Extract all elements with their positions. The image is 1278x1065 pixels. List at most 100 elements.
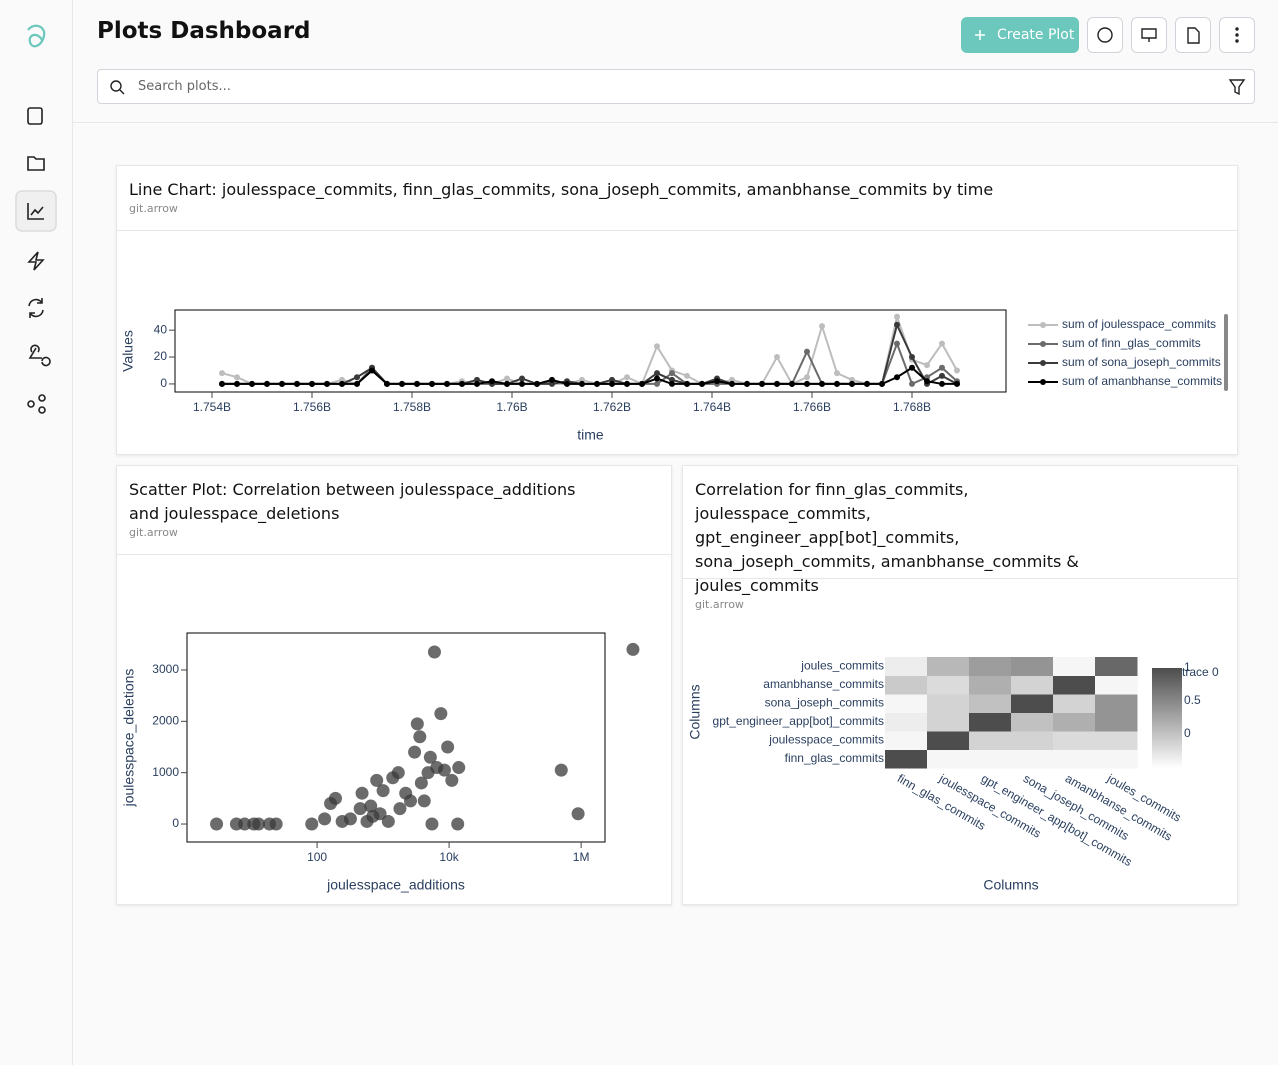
nav-icon[interactable]: [27, 203, 44, 220]
point: [339, 380, 345, 387]
point: [894, 321, 900, 328]
point: [381, 814, 395, 828]
point: [234, 380, 240, 387]
heatmap-cell: [927, 749, 970, 769]
divider: [683, 578, 1237, 579]
point: [654, 370, 660, 377]
x-tick-label: 1.762B: [593, 400, 631, 414]
nav-icon[interactable]: [27, 107, 43, 125]
nav-icon[interactable]: [27, 400, 35, 408]
point: [939, 380, 945, 387]
heatmap-cell: [885, 712, 928, 732]
point: [564, 380, 570, 387]
point: [759, 380, 765, 387]
card-title: Scatter Plot: Correlation between joules…: [129, 478, 609, 540]
heatmap-cell: [927, 657, 970, 676]
colorbar-tick-label: 1: [1184, 660, 1191, 674]
y-tick-label: gpt_engineer_app[bot]_commits: [713, 714, 884, 728]
series-line: [221, 313, 958, 386]
heatmap-cell: [1011, 657, 1054, 676]
nav-icon[interactable]: [27, 156, 45, 171]
point: [894, 374, 900, 381]
x-tick-label: 100: [307, 850, 327, 864]
card-source: git.arrow: [129, 202, 178, 215]
divider: [117, 230, 1237, 231]
x-tick-label: 1.766B: [793, 400, 831, 414]
heatmap-cell: [885, 675, 928, 695]
point: [417, 794, 431, 808]
heatmap-cell: [1053, 657, 1096, 676]
point: [399, 380, 405, 387]
present-button[interactable]: [1131, 17, 1167, 53]
sidebar: [0, 0, 73, 1065]
y-axis-title: joulesspace_deletions: [121, 669, 137, 808]
y-tick-label: joules_commits: [800, 658, 884, 672]
export-button[interactable]: [1175, 17, 1211, 53]
heatmap-cell: [885, 694, 928, 713]
heatmap-cell: [1095, 731, 1138, 750]
point: [504, 380, 510, 387]
heatmap-cell: [885, 657, 928, 676]
colorbar-tick-label: 0: [1184, 726, 1191, 740]
colorbar-title: trace 0: [1182, 665, 1219, 679]
heatmap-cell: [1053, 749, 1096, 769]
legend-label: sum of amanbhanse_commits: [1062, 374, 1222, 388]
x-tick-label: 1M: [573, 850, 590, 864]
x-tick-label: 1.758B: [393, 400, 431, 414]
nav-icon[interactable]: [28, 344, 51, 367]
point: [954, 367, 960, 374]
point: [819, 323, 825, 330]
point: [939, 364, 945, 371]
x-tick-label: 10k: [439, 850, 459, 864]
y-tick-label: sona_joseph_commits: [765, 695, 884, 709]
search-box[interactable]: Search plots...: [97, 69, 1255, 104]
heatmap-cell: [885, 749, 928, 769]
palette-icon: [1097, 27, 1113, 43]
title-text: Line Chart: joulesspace_commits, finn_gl…: [129, 180, 994, 199]
legend-scrollbar: [1224, 314, 1228, 391]
point: [305, 817, 319, 831]
card-title: Line Chart: joulesspace_commits, finn_gl…: [129, 178, 993, 216]
point: [489, 378, 495, 385]
point: [445, 773, 459, 787]
point: [353, 802, 367, 816]
legend-swatch: [1040, 379, 1046, 385]
sidebar-icons: [15, 24, 57, 414]
point: [309, 380, 315, 387]
theme-button[interactable]: [1087, 17, 1123, 53]
point: [909, 354, 915, 361]
heatmap-cell: [969, 749, 1012, 769]
title-text: Correlation for finn_glas_commits, joule…: [695, 480, 1079, 595]
nav-icon[interactable]: [28, 298, 44, 318]
point: [269, 817, 283, 831]
point: [355, 786, 369, 800]
point: [669, 380, 675, 387]
create-plot-button[interactable]: Create Plot: [961, 17, 1079, 53]
point: [210, 817, 224, 831]
point: [954, 380, 960, 387]
y-tick-label: amanbhanse_commits: [763, 677, 884, 691]
point: [252, 817, 266, 831]
point: [474, 380, 480, 387]
point: [354, 380, 360, 387]
nav-icon[interactable]: [27, 251, 45, 271]
nav-icon[interactable]: [38, 394, 46, 402]
present-icon: [1141, 28, 1157, 42]
point: [939, 372, 945, 379]
plot-frame: [174, 309, 1007, 393]
y-tick-label: finn_glas_commits: [785, 751, 884, 765]
x-axis-title: joulesspace_additions: [326, 877, 465, 893]
x-tick-label: 1.754B: [193, 400, 231, 414]
point: [444, 380, 450, 387]
point: [376, 784, 390, 798]
point: [279, 380, 285, 387]
card: Scatter Plot: Correlation between joules…: [116, 465, 672, 905]
colorbar-tick-label: 0.5: [1184, 693, 1201, 707]
nav-icon[interactable]: [38, 406, 46, 414]
point: [504, 375, 510, 382]
y-tick-label: 0: [172, 816, 179, 830]
y-axis-title: Columns: [687, 684, 703, 739]
point: [328, 791, 342, 805]
point: [699, 380, 705, 387]
point: [609, 380, 615, 387]
